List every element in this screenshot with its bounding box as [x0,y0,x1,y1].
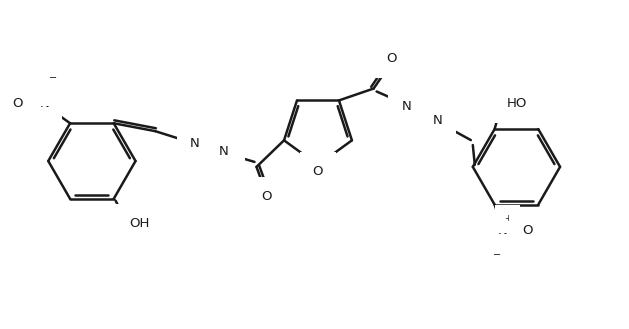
Text: O: O [261,190,272,203]
Text: OH: OH [130,217,150,230]
Text: +: + [45,88,53,96]
Text: N: N [219,144,229,158]
Text: N: N [433,114,443,127]
Text: +: + [504,215,511,223]
Text: −: − [493,250,501,260]
Text: H: H [402,89,411,101]
Text: N: N [401,100,411,113]
Text: O: O [313,165,323,178]
Text: N: N [40,97,49,110]
Text: O: O [522,224,533,237]
Text: −: − [49,73,57,83]
Text: N: N [190,137,200,150]
Text: O: O [13,97,23,110]
Text: HO: HO [506,97,527,110]
Text: O: O [42,71,53,84]
Text: H: H [225,136,233,149]
Text: O: O [386,52,397,65]
Text: N: N [498,224,508,237]
Text: O: O [498,249,508,262]
